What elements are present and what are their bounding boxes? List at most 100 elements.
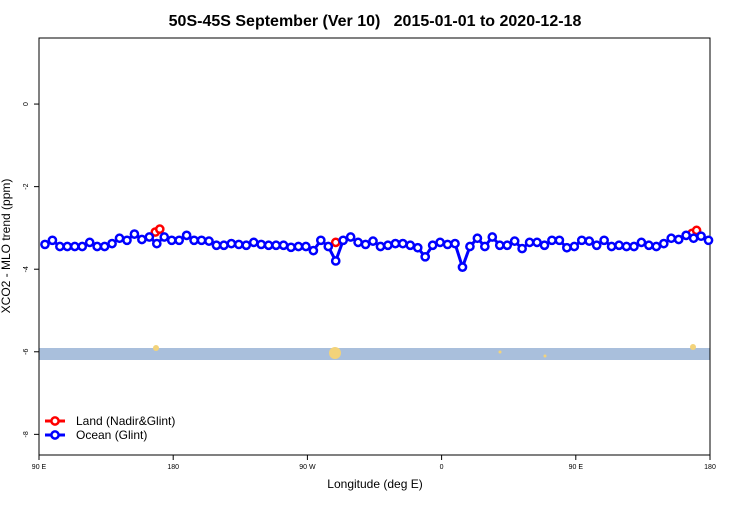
data-point: [330, 256, 341, 266]
x-tick-label: 90 W: [299, 464, 316, 471]
y-tick-label: -6: [23, 349, 30, 355]
data-point: [181, 230, 192, 241]
data-point: [315, 235, 326, 246]
data-point: [450, 238, 460, 249]
data-point: [99, 241, 110, 252]
data-point: [651, 241, 662, 252]
data-point: [107, 238, 117, 249]
data-point: [465, 241, 475, 252]
data-point: [196, 235, 207, 246]
data-point: [539, 240, 550, 251]
data-point: [114, 233, 125, 244]
y-tick-label: 0: [23, 102, 30, 106]
data-point: [256, 239, 267, 250]
data-point: [427, 240, 438, 251]
data-point: [154, 224, 165, 235]
chart-title: 50S-45S September (Ver 10) 2015-01-01 to…: [169, 13, 582, 30]
data-point: [368, 236, 378, 246]
data-point: [151, 238, 162, 249]
y-tick-label: -2: [23, 183, 30, 189]
data-point: [353, 237, 363, 248]
x-axis-label: Longitude (deg E): [327, 477, 422, 491]
data-point: [532, 237, 542, 248]
data-point: [636, 237, 647, 248]
x-tick-label: 90 E: [32, 464, 47, 471]
data-point: [375, 241, 386, 252]
data-point: [69, 241, 80, 252]
data-point: [576, 235, 587, 246]
data-point: [129, 229, 140, 239]
data-point: [457, 262, 468, 272]
data-point: [696, 231, 706, 242]
data-point: [308, 245, 319, 256]
y-tick-label: -8: [23, 431, 30, 437]
x-tick-label: 180: [704, 464, 716, 471]
data-point: [524, 237, 535, 248]
data-point: [84, 237, 95, 248]
legend-label: Land (Nadir&Glint): [76, 414, 175, 428]
data-point: [77, 241, 88, 252]
plot-frame: [38, 37, 711, 456]
data-point: [248, 237, 259, 248]
data-point: [584, 236, 595, 246]
data-point: [562, 242, 572, 253]
ocean-band: [39, 348, 710, 360]
data-point: [681, 230, 691, 241]
data-point: [92, 241, 103, 252]
data-point: [599, 235, 609, 246]
data-point: [569, 241, 580, 252]
data-point: [614, 240, 624, 251]
data-point: [323, 241, 334, 252]
data-point: [673, 234, 684, 245]
data-point: [263, 240, 274, 251]
data-point: [420, 251, 431, 262]
data-point: [226, 238, 237, 249]
data-point: [144, 232, 155, 242]
data-point: [219, 240, 229, 251]
data-point: [547, 235, 557, 246]
data-point: [397, 238, 408, 249]
x-tick-label: 0: [440, 464, 444, 471]
data-point: [330, 237, 341, 248]
legend-marker: [50, 416, 60, 426]
data-point: [703, 235, 714, 246]
data-point: [405, 240, 416, 251]
data-point: [517, 243, 527, 254]
data-point: [159, 232, 170, 242]
land-spot: [690, 344, 696, 350]
data-point: [658, 238, 669, 249]
y-tick-label: -4: [23, 266, 30, 272]
data-point: [189, 235, 199, 246]
data-point: [301, 241, 311, 252]
data-point: [233, 239, 244, 250]
data-point: [278, 240, 289, 251]
data-point: [606, 241, 617, 252]
land-strip: [39, 344, 710, 360]
data-point: [271, 240, 281, 251]
data-point: [166, 235, 177, 246]
data-point: [62, 241, 73, 252]
data-point: [241, 240, 252, 251]
data-point: [40, 239, 50, 250]
data-point: [591, 240, 602, 251]
data-point: [204, 236, 214, 246]
data-point: [174, 235, 185, 246]
y-axis-label: XCO2 - MLO trend (ppm): [0, 179, 13, 314]
data-point: [137, 234, 147, 245]
land-spot: [498, 350, 502, 354]
data-point: [412, 242, 423, 253]
data-point: [502, 240, 513, 251]
data-point: [621, 241, 632, 252]
data-point: [122, 235, 132, 246]
land-spot: [329, 347, 341, 359]
data-point: [338, 235, 349, 246]
data-point: [494, 240, 505, 251]
data-point: [286, 242, 296, 253]
data-point: [345, 232, 356, 242]
data-point: [688, 233, 699, 244]
legend-marker: [50, 430, 60, 440]
data-point: [629, 241, 639, 252]
data-point: [666, 233, 677, 244]
